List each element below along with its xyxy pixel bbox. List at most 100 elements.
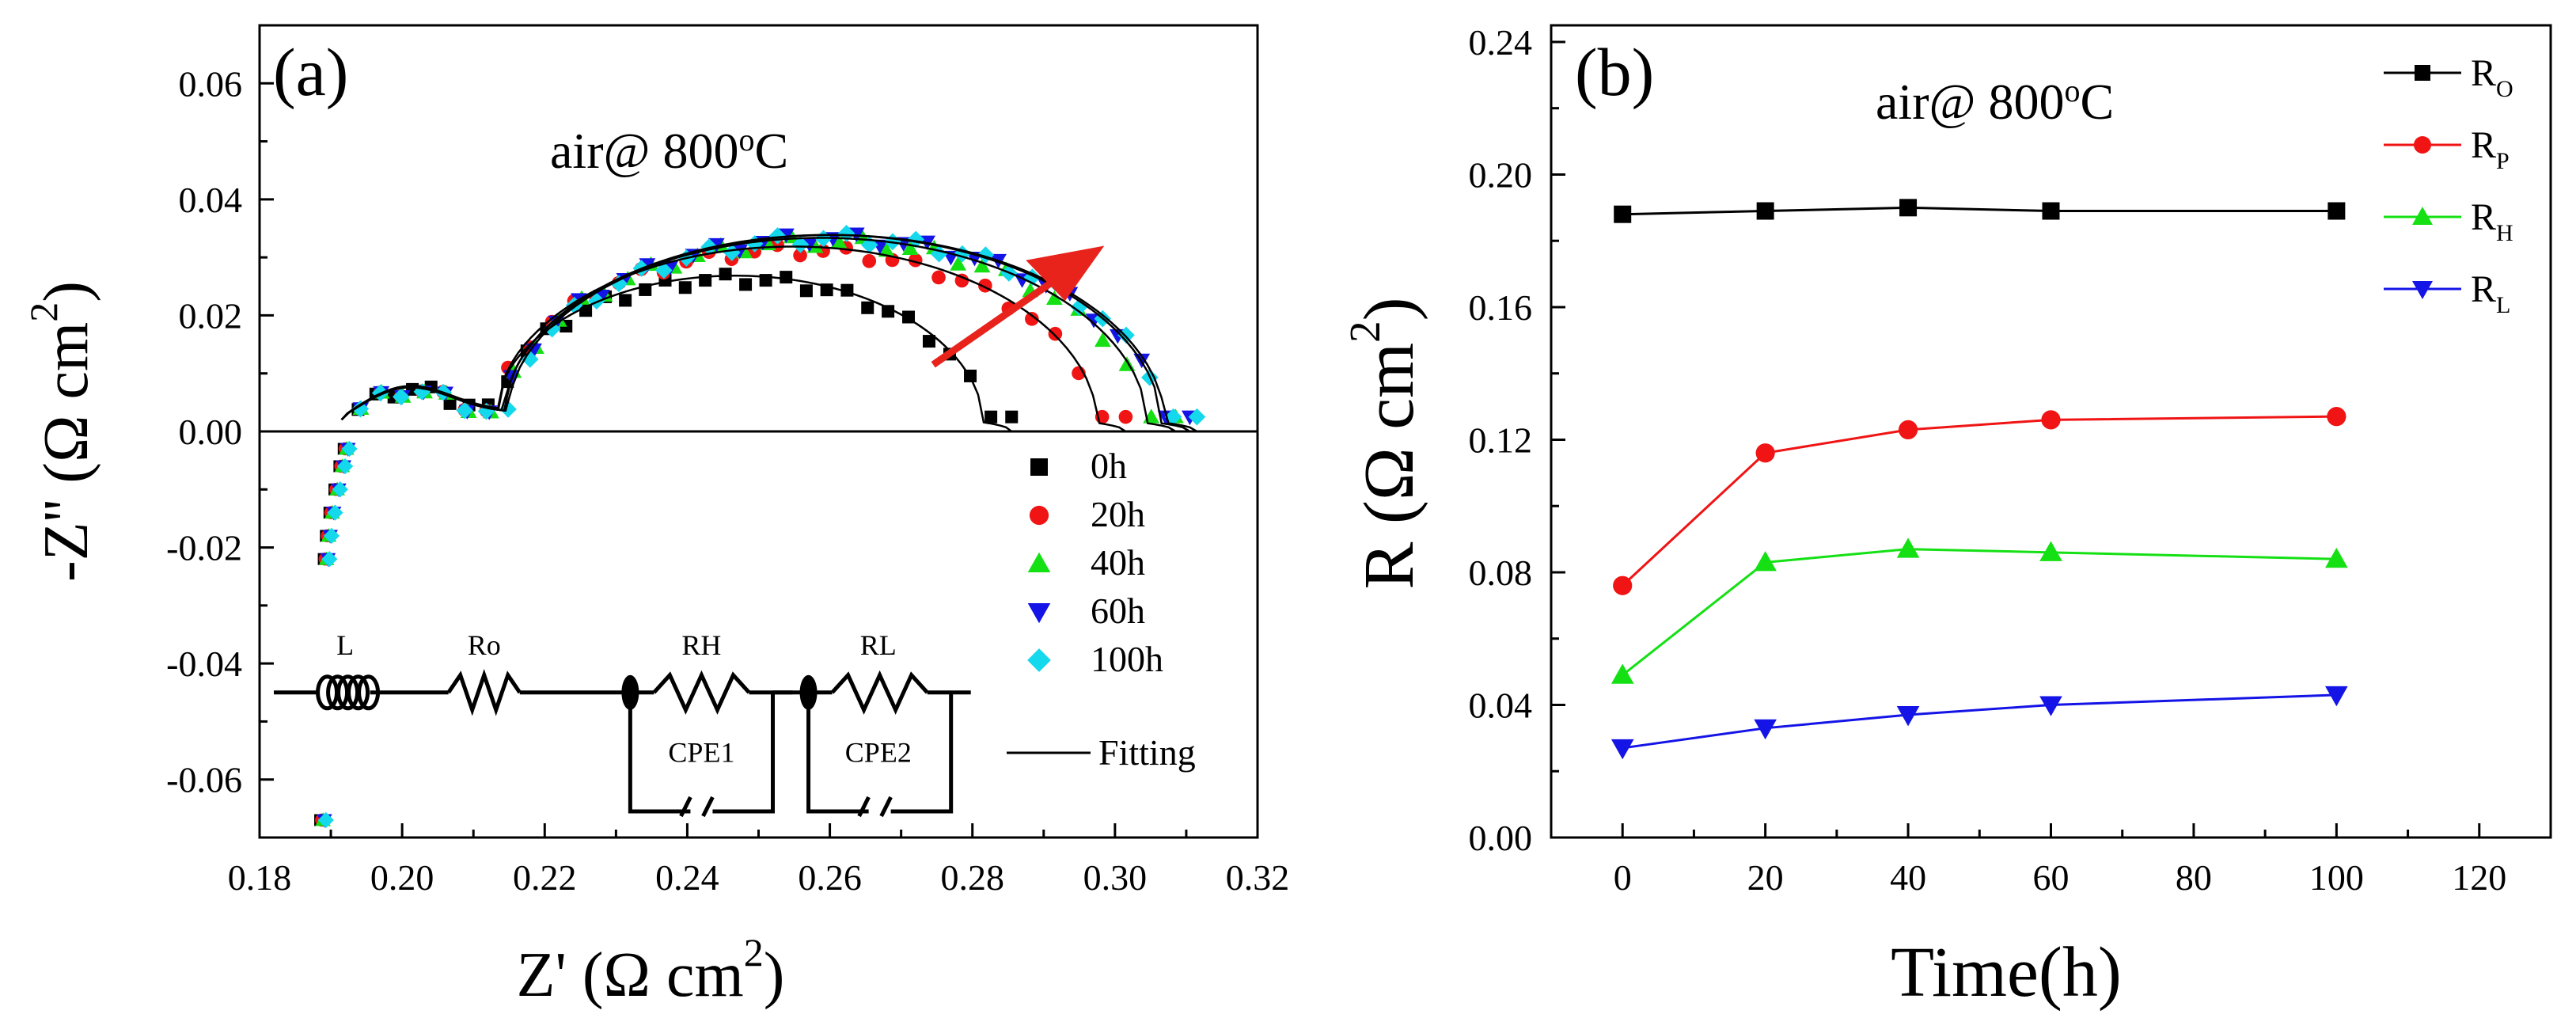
trend-arrow-icon xyxy=(931,245,1105,368)
panel-b-label: (b) xyxy=(1575,34,1654,110)
marker-100h xyxy=(610,275,628,293)
x-tick-label: 0.22 xyxy=(513,857,577,898)
legend-marker-RH xyxy=(2412,207,2433,225)
marker-0h xyxy=(882,305,895,318)
trend-arrow-head xyxy=(1026,245,1105,302)
marker-0h xyxy=(579,304,593,317)
circuit-label-CPE2: CPE2 xyxy=(845,737,912,769)
point-RL xyxy=(1896,706,1920,727)
marker-0h xyxy=(1005,410,1019,424)
resistor-RL xyxy=(830,670,929,715)
equivalent-circuit: L Ro RH RL CPE1 CPE2 xyxy=(274,629,971,818)
legend-marker-RL xyxy=(2412,281,2433,299)
marker-0h xyxy=(678,281,692,294)
point-RP xyxy=(2041,410,2061,430)
x-tick-label: 20 xyxy=(1747,857,1784,898)
y-tick-label: 0.08 xyxy=(1469,553,1533,593)
point-RL xyxy=(1754,719,1777,740)
marker-0h xyxy=(719,268,732,281)
y-tick-label: 0.24 xyxy=(1469,22,1533,63)
marker-0h xyxy=(739,278,753,291)
marker-0h xyxy=(443,397,457,410)
cpe-plate-CPE1 xyxy=(679,796,692,818)
marker-40h xyxy=(1045,290,1063,306)
x-tick-label: 120 xyxy=(2452,857,2506,898)
marker-40h xyxy=(1118,356,1136,371)
marker-20h xyxy=(1118,409,1133,424)
point-RL xyxy=(2325,686,2348,707)
y-tick-label: 0.02 xyxy=(179,295,243,336)
legend-label-100h: 100h xyxy=(1091,639,1163,679)
point-RH xyxy=(2325,547,2348,568)
marker-100h xyxy=(521,351,539,368)
legend-marker-100h xyxy=(1027,648,1051,672)
marker-100h xyxy=(723,244,741,261)
y-tick-label: 0.20 xyxy=(1469,154,1533,195)
cpe-wire xyxy=(806,692,869,814)
x-tick-label: 0 xyxy=(1614,857,1632,898)
cpe-plate-CPE1 xyxy=(701,796,715,818)
panel-b-y-axis-label: R (Ω cm2) xyxy=(1341,297,1428,589)
circuit-label-L: L xyxy=(336,629,354,661)
marker-100h xyxy=(930,245,948,263)
marker-100h xyxy=(392,388,410,406)
marker-20h xyxy=(954,273,969,288)
point-RP xyxy=(1613,575,1633,595)
point-RH xyxy=(1896,537,1920,558)
y-tick-label: 0.06 xyxy=(179,63,243,104)
marker-20h xyxy=(1025,312,1039,326)
marker-100h xyxy=(791,236,810,253)
series-line-RH xyxy=(1622,548,2337,676)
marker-100h xyxy=(1070,298,1088,316)
tail-marker-100h xyxy=(323,527,340,545)
point-RP xyxy=(2327,407,2346,427)
legend-marker-40h xyxy=(1027,552,1051,572)
x-tick-label: 0.26 xyxy=(798,857,862,898)
legend-label-RO: RO xyxy=(2471,52,2513,102)
trend-arrow-shaft xyxy=(931,277,1057,368)
tail-marker-100h xyxy=(327,504,343,521)
panel-a-condition-label: air@ 800oC xyxy=(550,122,788,180)
cpe-plate-CPE2 xyxy=(879,796,893,818)
marker-0h xyxy=(780,271,793,284)
marker-20h xyxy=(1048,326,1063,341)
point-RH xyxy=(2039,541,2062,561)
marker-20h xyxy=(793,248,807,263)
legend-label-20h: 20h xyxy=(1091,494,1145,534)
y-tick-label: 0.00 xyxy=(179,412,243,452)
panel-b-resistance-plot: 0 20 40 60 80 100 120 0.00 0.04 0.08 0.12 0.16 0.20 0… xyxy=(1341,22,2552,1012)
marker-0h xyxy=(619,294,632,307)
x-tick-label: 0.28 xyxy=(940,857,1004,898)
resistor-Ro xyxy=(446,669,522,716)
marker-100h xyxy=(907,230,925,249)
panel-a-data-marks xyxy=(314,225,1206,829)
marker-0h xyxy=(861,301,874,314)
x-tick-label: 100 xyxy=(2309,857,2364,898)
panel-b-x-axis-label: Time(h) xyxy=(1891,933,2122,1012)
cpe-plate-CPE2 xyxy=(857,796,871,818)
marker-100h xyxy=(499,401,517,418)
point-RH xyxy=(1754,551,1777,572)
marker-40h xyxy=(1095,332,1111,348)
marker-0h xyxy=(922,335,935,348)
x-tick-label: 0.18 xyxy=(228,857,292,898)
tail-marker-100h xyxy=(332,481,348,498)
y-tick-label: -0.04 xyxy=(166,644,242,684)
marker-40h xyxy=(878,241,895,257)
cpe-wire xyxy=(712,692,776,814)
tail-marker-100h xyxy=(341,440,358,458)
marker-40h xyxy=(973,257,991,273)
cpe-wire xyxy=(628,692,691,814)
panel-b-axes: 0 20 40 60 80 100 120 0.00 0.04 0.08 0.12 0.16 0.20 0… xyxy=(1469,22,2552,898)
marker-100h xyxy=(1188,408,1206,426)
panel-a-x-axis-label: Z' (Ω cm2) xyxy=(517,930,785,1010)
point-RL xyxy=(1610,739,1634,760)
legend-label-RL: RL xyxy=(2471,268,2510,318)
y-tick-label: 0.00 xyxy=(1469,818,1533,858)
panel-a-legend: 0h 20h 40h 60h 100h Fitting xyxy=(1007,446,1196,773)
inductor-coil-L xyxy=(347,674,370,711)
circuit-label-RH: RH xyxy=(681,629,721,661)
point-RO xyxy=(2328,202,2346,220)
fit-curve-0h xyxy=(340,275,1012,433)
